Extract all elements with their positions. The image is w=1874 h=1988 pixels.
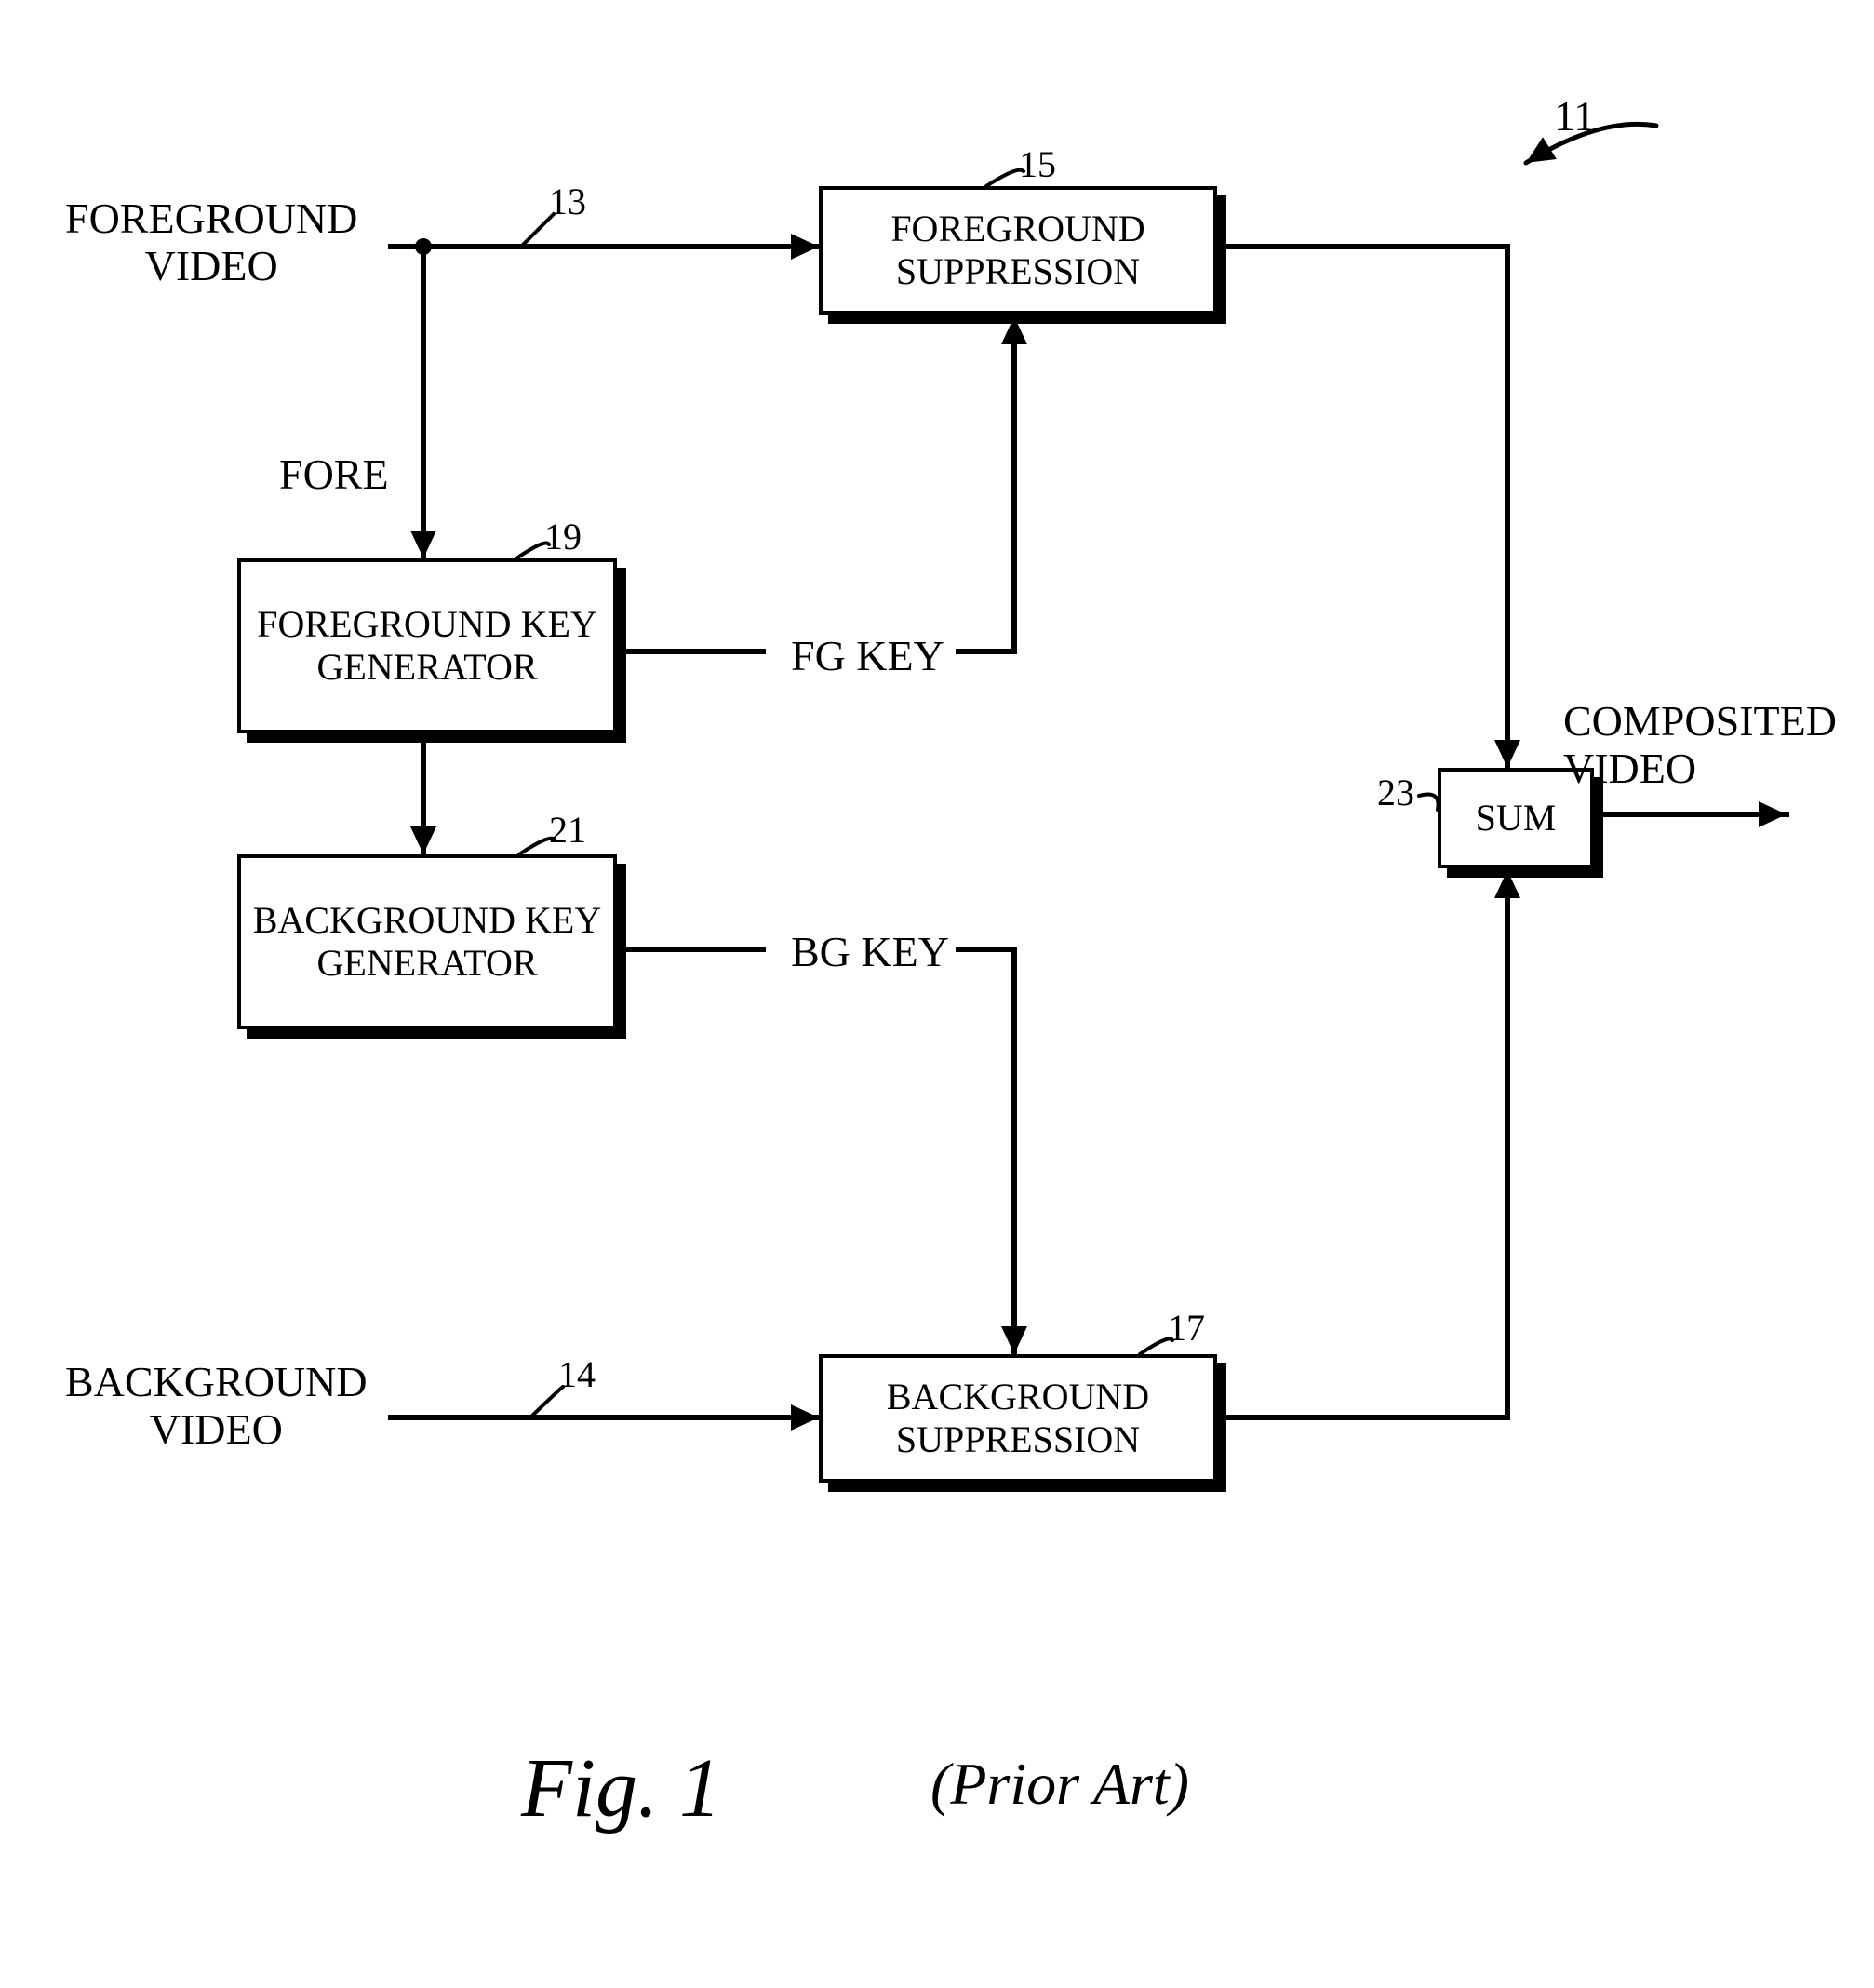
- refnum-11: 11: [1554, 93, 1595, 141]
- box-label: BACKGROUND SUPPRESSION: [823, 1376, 1213, 1461]
- box-background-key-generator: BACKGROUND KEY GENERATOR: [237, 854, 617, 1029]
- refnum-23: 23: [1377, 772, 1414, 813]
- edge-label-fore: FORE: [279, 451, 389, 499]
- figure-number: Fig. 1: [521, 1740, 721, 1836]
- edge-label-fg-key: FG KEY: [791, 633, 944, 680]
- edge-label-bg-key: BG KEY: [791, 929, 949, 976]
- refnum-14: 14: [558, 1354, 596, 1395]
- refnum-17: 17: [1168, 1308, 1205, 1349]
- box-label: FOREGROUND KEY GENERATOR: [241, 603, 613, 689]
- refnum-13: 13: [549, 181, 586, 222]
- box-background-suppression: BACKGROUND SUPPRESSION: [819, 1354, 1217, 1483]
- prior-art-note: (Prior Art): [930, 1750, 1189, 1819]
- refnum-19: 19: [544, 517, 582, 557]
- refnum-21: 21: [549, 810, 586, 851]
- output-composited-video: COMPOSITED VIDEO: [1563, 698, 1837, 792]
- input-foreground-video: FOREGROUND VIDEO: [65, 195, 357, 289]
- box-label: SUM: [1476, 797, 1557, 840]
- box-label: FOREGROUND SUPPRESSION: [823, 208, 1213, 293]
- refnum-15: 15: [1019, 144, 1056, 185]
- box-foreground-suppression: FOREGROUND SUPPRESSION: [819, 186, 1217, 315]
- box-foreground-key-generator: FOREGROUND KEY GENERATOR: [237, 558, 617, 733]
- box-label: BACKGROUND KEY GENERATOR: [241, 899, 613, 985]
- diagram-canvas: FOREGROUND SUPPRESSION FOREGROUND KEY GE…: [0, 0, 1874, 1988]
- input-background-video: BACKGROUND VIDEO: [65, 1359, 368, 1453]
